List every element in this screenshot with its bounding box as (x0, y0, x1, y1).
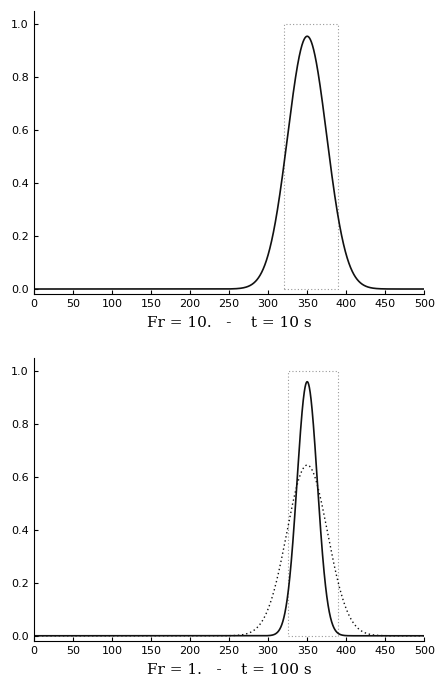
X-axis label: Fr = 10.   -    t = 10 s: Fr = 10. - t = 10 s (147, 316, 311, 330)
X-axis label: Fr = 1.   -    t = 100 s: Fr = 1. - t = 100 s (147, 663, 311, 677)
Bar (288, 371, 339, 636)
Bar (284, 24, 339, 289)
